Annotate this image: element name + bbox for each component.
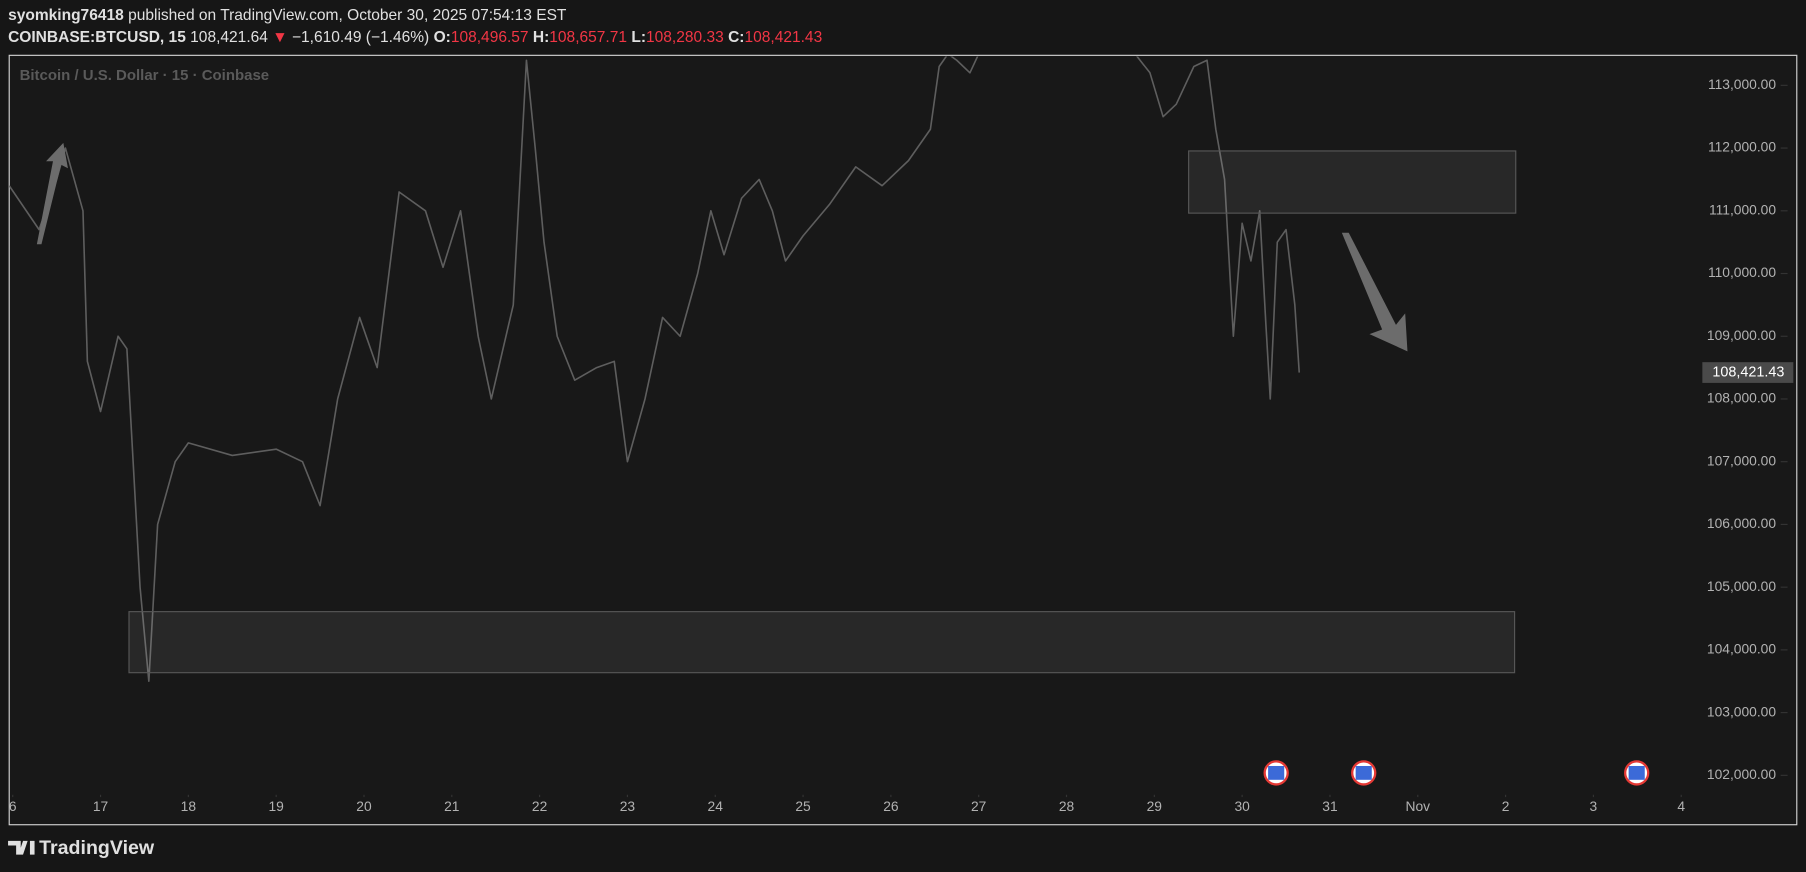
brand: TradingView xyxy=(8,837,155,859)
resistance-zone xyxy=(1188,150,1517,214)
price-line xyxy=(9,56,1301,683)
x-tick-label: 18 xyxy=(181,798,197,814)
up-arrow xyxy=(36,142,68,245)
x-tick-label: 20 xyxy=(356,798,372,814)
y-tick-label: 109,000.00 xyxy=(1707,327,1776,343)
x-tick-label: 17 xyxy=(93,798,108,814)
down-arrow xyxy=(1341,232,1408,352)
brand-name: TradingView xyxy=(39,837,155,859)
y-tick-label: 102,000.00 xyxy=(1707,766,1776,782)
x-tick-label: 3 xyxy=(1590,798,1598,814)
flag-icon xyxy=(1268,765,1285,780)
y-tick-label: 106,000.00 xyxy=(1707,515,1776,531)
change: −1,610.49 (−1.46%) xyxy=(292,29,429,46)
header-line-2: COINBASE:BTCUSD, 15 108,421.64 ▼ −1,610.… xyxy=(8,29,822,46)
x-tick-label: 25 xyxy=(795,798,811,814)
symbol: COINBASE:BTCUSD, 15 xyxy=(8,29,186,46)
brand-logo xyxy=(8,840,35,855)
x-tick-label: Nov xyxy=(1405,798,1430,814)
published-text: published on TradingView.com, October 30… xyxy=(128,7,567,24)
y-tick-label: 108,000.00 xyxy=(1707,390,1776,406)
flag-icon xyxy=(1355,765,1372,780)
x-tick-label: 22 xyxy=(532,798,547,814)
x-tick-label: 6 xyxy=(9,798,17,814)
last-price-tag xyxy=(1702,362,1794,383)
chart-frame xyxy=(8,54,1798,826)
x-tick-label: 28 xyxy=(1059,798,1075,814)
x-tick-label: 21 xyxy=(444,798,459,814)
y-tick-label: 110,000.00 xyxy=(1708,264,1776,280)
flag-icon xyxy=(1628,765,1645,780)
x-tick-label: 23 xyxy=(620,798,636,814)
y-tick-label: 112,000.00 xyxy=(1708,139,1776,155)
open: 108,496.57 xyxy=(451,29,529,46)
support-zone xyxy=(128,611,1516,674)
x-tick-label: 24 xyxy=(708,798,724,814)
plot-area xyxy=(9,56,1301,683)
event-flags xyxy=(1263,760,1650,786)
y-tick-label: 107,000.00 xyxy=(1707,452,1776,468)
y-tick-label: 111,000.00 xyxy=(1709,201,1776,217)
x-tick-label: 4 xyxy=(1677,798,1685,814)
y-tick-label: 104,000.00 xyxy=(1707,641,1776,657)
price: 108,421.64 xyxy=(190,29,268,46)
y-tick-label: 103,000.00 xyxy=(1707,703,1776,719)
x-tick-label: 19 xyxy=(268,798,284,814)
low: 108,280.33 xyxy=(646,29,724,46)
y-tick-label: 105,000.00 xyxy=(1707,578,1776,594)
high-label: H: xyxy=(533,29,549,46)
header-line-1: syomking76418 published on TradingView.c… xyxy=(8,7,567,24)
direction: ▼ xyxy=(272,29,287,46)
x-tick-label: 27 xyxy=(971,798,986,814)
x-tick-label: 2 xyxy=(1502,798,1510,814)
x-tick-label: 29 xyxy=(1147,798,1163,814)
high: 108,657.71 xyxy=(549,29,627,46)
open-label: O: xyxy=(434,29,451,46)
x-tick-label: 31 xyxy=(1322,798,1337,814)
x-tick-label: 26 xyxy=(883,798,899,814)
y-tick-label: 113,000.00 xyxy=(1708,76,1776,92)
last-price-label: 108,421.43 xyxy=(1712,364,1784,380)
close: 108,421.43 xyxy=(744,29,822,46)
close-label: C: xyxy=(728,29,744,46)
chart-title: Bitcoin / U.S. Dollar · 15 · Coinbase xyxy=(20,67,270,84)
x-tick-label: 30 xyxy=(1234,798,1250,814)
publisher: syomking76418 xyxy=(8,7,124,24)
low-label: L: xyxy=(631,29,646,46)
